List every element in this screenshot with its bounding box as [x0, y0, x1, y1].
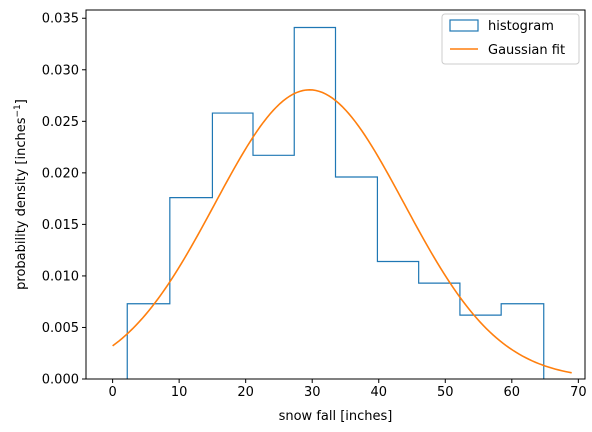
legend-gaussian-label: Gaussian fit [488, 43, 565, 58]
plot-frame [85, 9, 586, 380]
y-tick-label: 0.000 [42, 373, 79, 388]
legend: histogram Gaussian fit [441, 13, 580, 65]
y-tick-label: 0.035 [42, 12, 79, 27]
y-tick-label: 0.010 [42, 269, 79, 284]
x-tick-label: 30 [304, 385, 321, 400]
x-tick-label: 60 [504, 385, 521, 400]
x-tick-label: 40 [370, 385, 387, 400]
legend-box [441, 13, 580, 65]
y-tick-label: 0.005 [42, 321, 79, 336]
x-tick-label: 20 [237, 385, 254, 400]
y-tick-label: 0.020 [42, 166, 79, 181]
x-tick-label: 10 [171, 385, 188, 400]
histogram-outline [126, 26, 545, 379]
y-axis-label-base: probability density [inches [14, 117, 29, 290]
y-tick-label: 0.030 [42, 63, 79, 78]
y-axis-label: probability density [inches−1] [13, 99, 29, 290]
y-axis-label-close: ] [14, 99, 29, 104]
legend-histogram-label: histogram [488, 19, 554, 34]
x-axis-label: snow fall [inches] [279, 409, 393, 424]
y-axis: 0.000 0.005 0.010 0.015 0.020 0.025 0.030 0.035 [42, 12, 86, 388]
x-tick-label: 0 [108, 385, 116, 400]
gaussian-fit-line [112, 89, 572, 374]
x-axis: 0 10 20 30 40 50 60 70 [108, 379, 587, 400]
legend-histogram-swatch [449, 19, 479, 32]
y-axis-label-exponent: −1 [13, 104, 23, 117]
series-layer [112, 26, 572, 379]
plot-area [85, 9, 586, 380]
y-tick-label: 0.025 [42, 115, 79, 130]
x-tick-label: 50 [437, 385, 454, 400]
y-tick-label: 0.015 [42, 218, 79, 233]
x-tick-label: 70 [570, 385, 587, 400]
